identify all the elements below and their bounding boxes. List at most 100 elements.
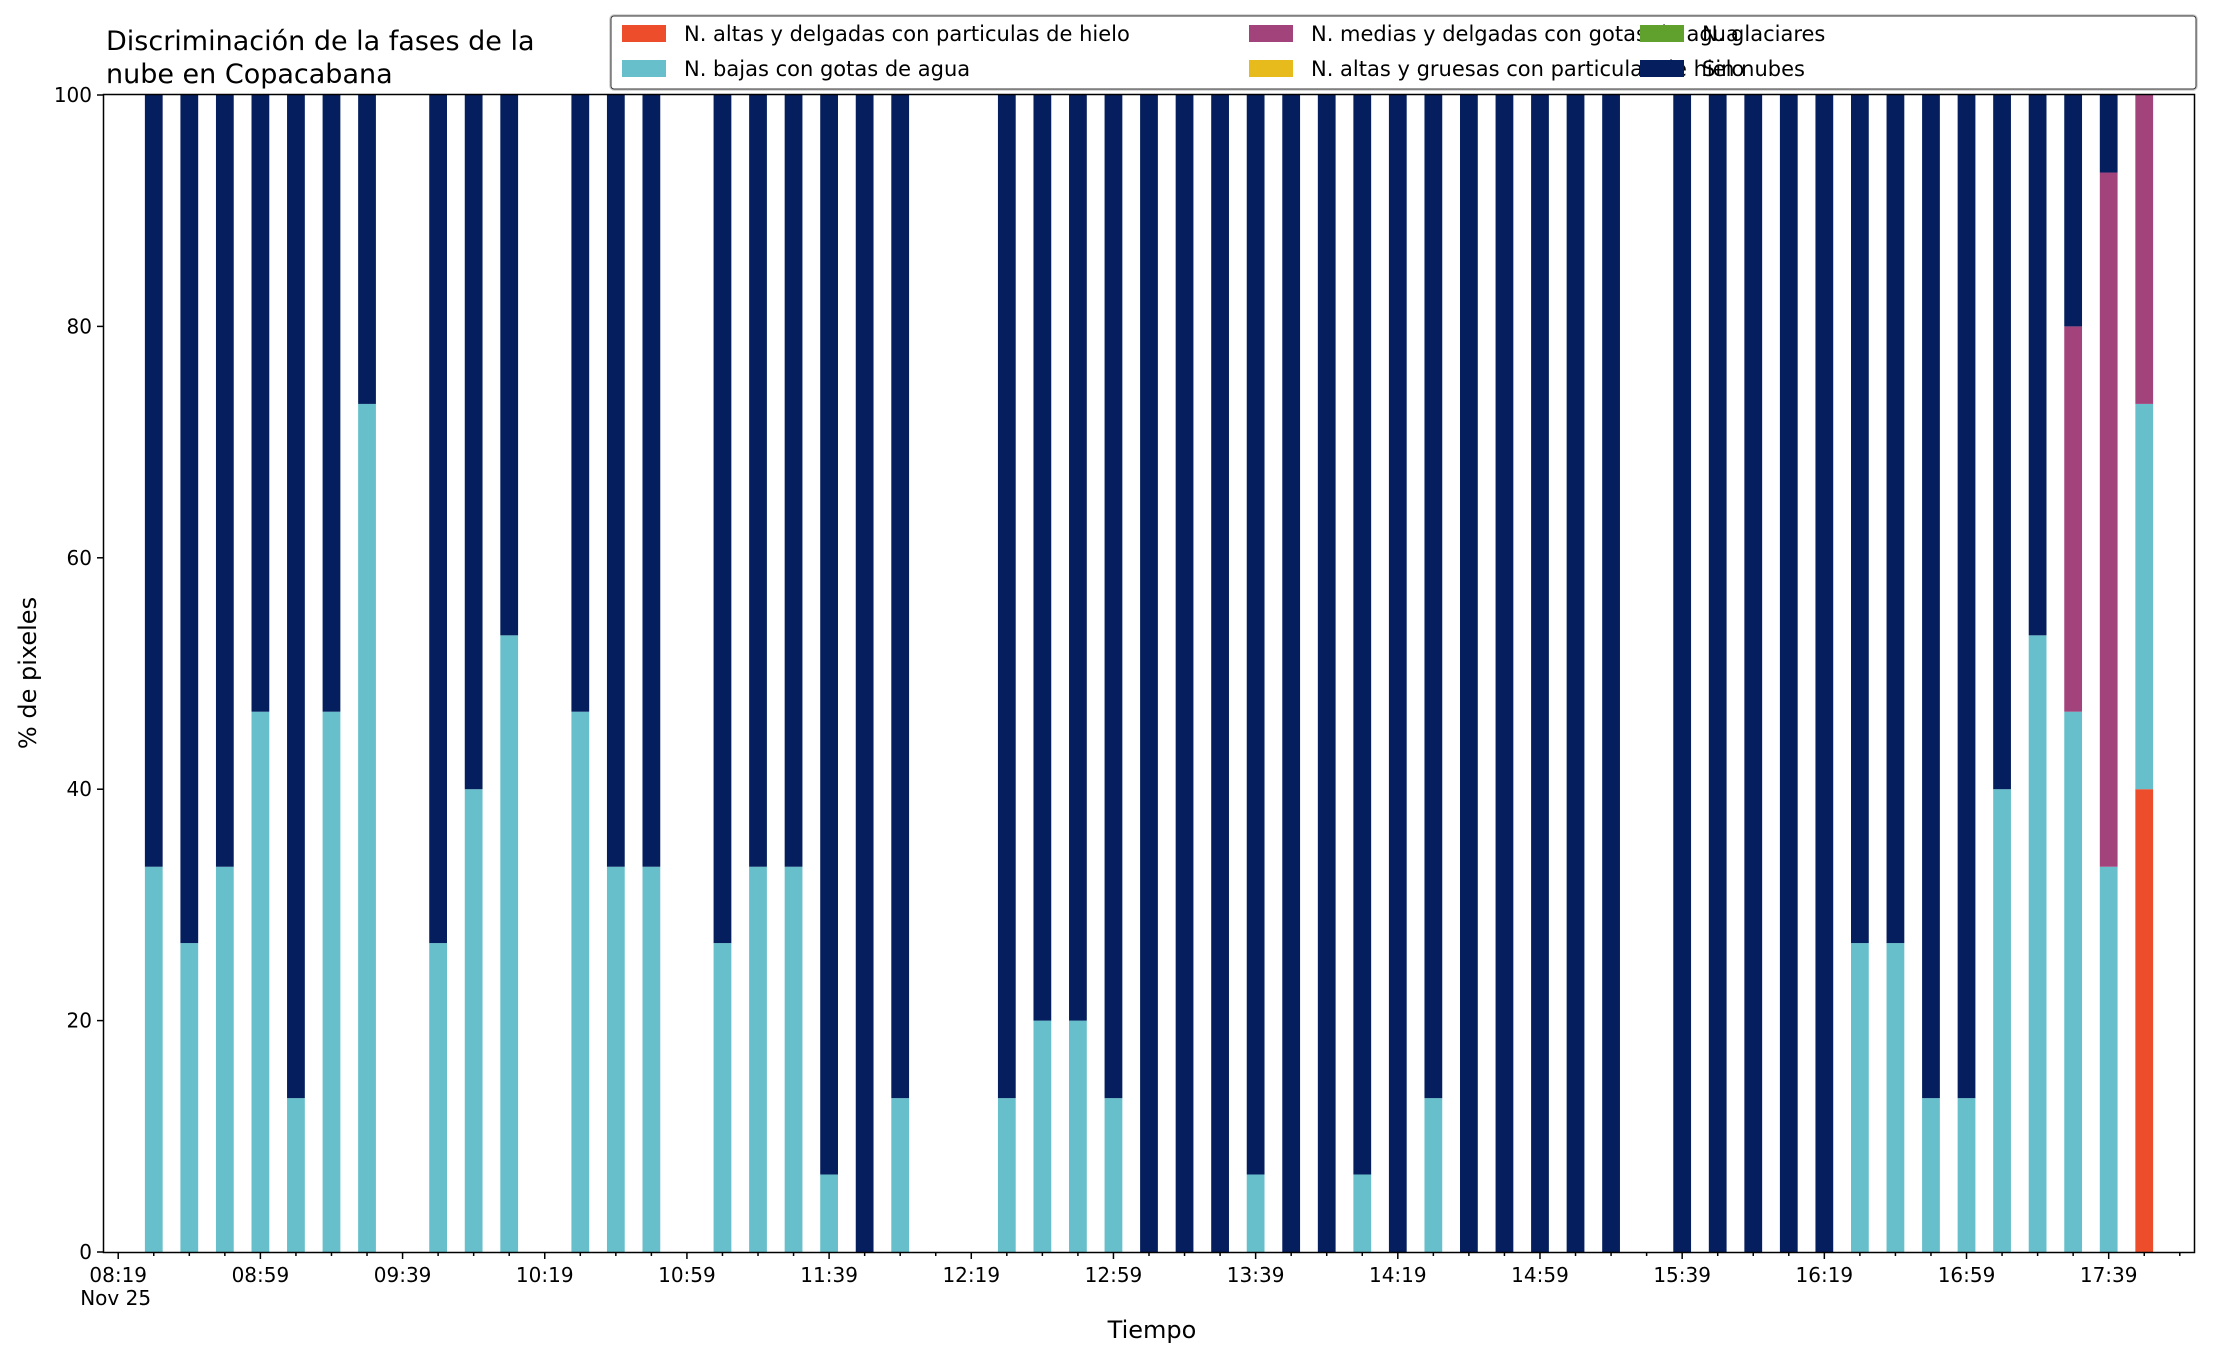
bar-segment: [1957, 1098, 1976, 1252]
bar-segment: [464, 789, 483, 1252]
bar-segment: [1033, 1020, 1052, 1252]
bar-segment: [606, 95, 625, 867]
x-tick-label: 08:59: [232, 1263, 290, 1287]
y-axis-label: % de pixeles: [14, 597, 42, 749]
bar-segment: [997, 95, 1016, 1099]
x-tick-label: 14:19: [1369, 1263, 1427, 1287]
bar-segment: [251, 711, 270, 1252]
bar-segment: [1602, 95, 1620, 1252]
bar-segment: [180, 943, 199, 1252]
bar-segment: [1495, 95, 1514, 1252]
bar-segment: [2135, 789, 2154, 1252]
bar-segment: [358, 403, 376, 1252]
bar-segment: [251, 95, 270, 712]
bars-group: [144, 95, 2154, 1252]
bar-segment: [287, 1098, 305, 1252]
legend-items: N. altas y delgadas con particulas de hi…: [622, 22, 1825, 81]
bar-segment: [2099, 172, 2118, 867]
bar-segment: [2028, 635, 2047, 1252]
bar-segment: [749, 95, 767, 867]
bar-segment: [500, 635, 519, 1252]
bar-segment: [1033, 95, 1052, 1021]
bar-segment: [322, 95, 341, 712]
bar-segment: [1957, 95, 1976, 1099]
x-tick-label: 10:59: [658, 1263, 716, 1287]
y-tick-label: 20: [67, 1009, 92, 1033]
bar-segment: [784, 866, 803, 1252]
bar-segment: [1851, 943, 1869, 1252]
legend: N. altas y delgadas con particulas de hi…: [609, 14, 2198, 91]
bar-segment: [429, 943, 447, 1252]
bar-segment: [1246, 95, 1265, 1175]
bar-segment: [642, 95, 661, 867]
bar-segment: [144, 95, 163, 867]
legend-swatch: [1640, 25, 1684, 42]
bar-segment: [1886, 95, 1905, 944]
bar-segment: [2064, 711, 2083, 1252]
bar-segment: [2099, 866, 2118, 1252]
bar-segment: [215, 95, 234, 867]
x-tick-label: 13:39: [1227, 1263, 1285, 1287]
bar-segment: [1779, 95, 1798, 1252]
bar-segment: [749, 866, 767, 1252]
bar-segment: [1460, 95, 1478, 1252]
bar-segment: [500, 95, 519, 636]
bar-segment: [891, 95, 910, 1099]
bar-segment: [1531, 95, 1549, 1252]
y-tick-label: 40: [67, 777, 92, 801]
y-tick-label: 60: [67, 546, 92, 570]
bar-segment: [1566, 95, 1585, 1252]
bar-segment: [358, 95, 376, 404]
bar-segment: [1069, 95, 1087, 1021]
chart-title-line-2: nube en Copacabana: [106, 59, 393, 90]
legend-label: N. bajas con gotas de agua: [684, 57, 970, 81]
legend-swatch: [1640, 60, 1684, 77]
bar-segment: [571, 95, 590, 712]
bar-segment: [287, 95, 305, 1099]
bar-segment: [1104, 95, 1123, 1099]
bar-segment: [1922, 1098, 1940, 1252]
bar-segment: [1140, 95, 1158, 1252]
legend-swatch: [622, 60, 666, 77]
bar-segment: [891, 1098, 910, 1252]
legend-label: N. altas y delgadas con particulas de hi…: [684, 22, 1130, 46]
bar-segment: [464, 95, 483, 790]
bar-segment: [1282, 95, 1301, 1252]
bar-segment: [1993, 95, 2011, 790]
bar-segment: [642, 866, 661, 1252]
bar-segment: [1424, 1098, 1443, 1252]
x-tick-sublabel: Nov 25: [80, 1286, 151, 1310]
x-tick-label: 12:59: [1085, 1263, 1143, 1287]
bar-segment: [180, 95, 199, 944]
y-tick-label: 80: [67, 314, 92, 338]
bar-segment: [1424, 95, 1443, 1099]
bar-segment: [820, 1174, 838, 1252]
x-axis-label: Tiempo: [1107, 1316, 1197, 1344]
bar-segment: [322, 711, 341, 1252]
bar-segment: [713, 943, 732, 1252]
bar-segment: [1815, 95, 1834, 1252]
x-tick-label: 12:19: [942, 1263, 1000, 1287]
bar-segment: [1246, 1174, 1265, 1252]
bar-segment: [2028, 95, 2047, 636]
y-tick-label: 0: [79, 1240, 92, 1264]
x-tick-label: 10:19: [516, 1263, 574, 1287]
bar-segment: [2099, 95, 2118, 173]
bar-segment: [1886, 943, 1905, 1252]
legend-label: Sin nubes: [1702, 57, 1805, 81]
bar-segment: [997, 1098, 1016, 1252]
bar-segment: [2064, 95, 2083, 327]
bar-segment: [1388, 95, 1407, 1252]
y-axis: 0 20 40 60 80 100: [54, 83, 104, 1264]
bar-segment: [2064, 326, 2083, 712]
bar-segment: [571, 711, 590, 1252]
bar-segment: [429, 95, 447, 944]
x-tick-label: 16:59: [1938, 1263, 1996, 1287]
bar-segment: [1175, 95, 1194, 1252]
x-tick-label: 17:39: [2080, 1263, 2138, 1287]
bar-segment: [1993, 789, 2011, 1252]
bar-segment: [2135, 95, 2154, 404]
x-tick-label: 16:19: [1796, 1263, 1854, 1287]
bar-segment: [1104, 1098, 1123, 1252]
